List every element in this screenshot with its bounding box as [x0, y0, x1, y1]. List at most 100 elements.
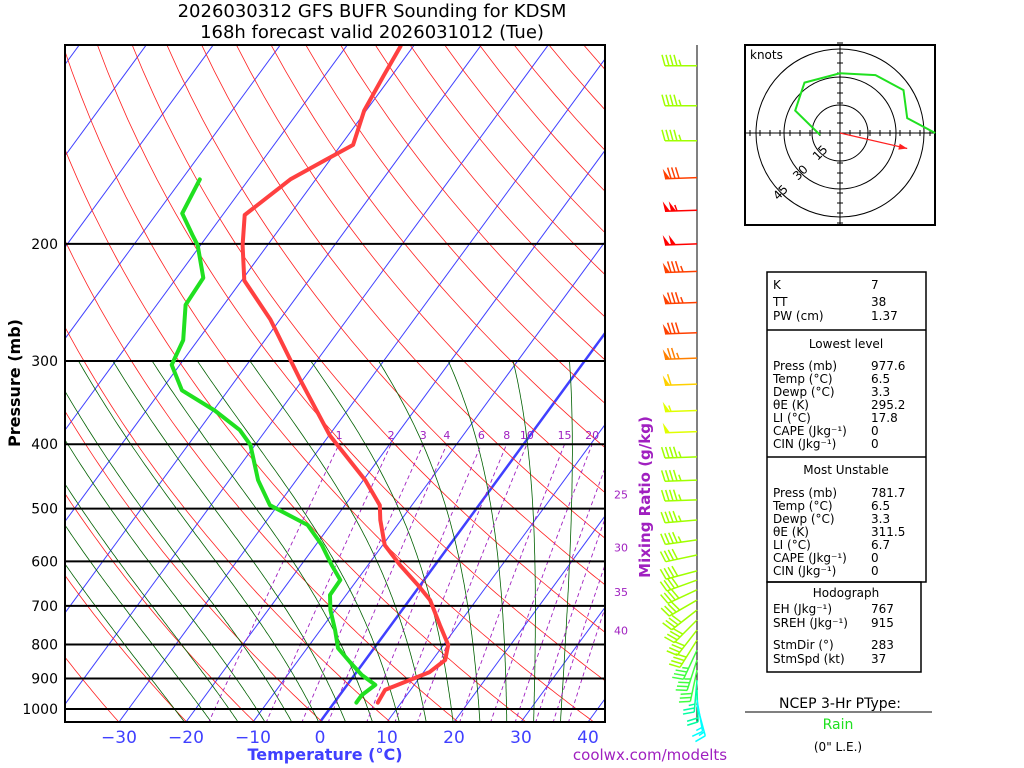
moist-adiabat — [65, 483, 239, 722]
mixing-ratio-line — [490, 444, 593, 722]
moist-adiabat — [310, 360, 454, 722]
pressure-tick-label: 600 — [31, 554, 58, 570]
temperature-tick-label: −10 — [235, 728, 271, 748]
wind-barb-full — [680, 692, 693, 695]
wind-barb-full — [672, 469, 678, 482]
wind-barb-full — [668, 663, 681, 668]
dry-adiabat — [131, 45, 605, 633]
dry-adiabat — [97, 45, 605, 682]
hodograph-stats-title: Hodograph — [813, 586, 879, 600]
wind-barb-full — [686, 717, 699, 722]
precipitable-water-label: PW (cm) — [773, 309, 824, 323]
wind-barb — [682, 680, 698, 715]
isotherm — [185, 149, 605, 722]
dry-adiabat — [65, 574, 188, 722]
wind-barb-full — [664, 489, 670, 502]
wind-barb-full — [671, 601, 681, 611]
most-unstable-row-value: 6.7 — [871, 538, 890, 552]
moist-adiabat — [65, 563, 185, 722]
dry-adiabat — [340, 45, 605, 361]
footer-url[interactable]: coolwx.com/modelts — [573, 746, 727, 764]
wind-barb-half — [677, 536, 682, 543]
wind-barb-full — [668, 511, 674, 523]
wind-barb-full — [666, 373, 672, 386]
isotherm — [386, 423, 605, 722]
wind-barb — [675, 659, 698, 692]
temperature-tick-label: 10 — [376, 728, 398, 748]
dewpoint-trace — [169, 177, 378, 705]
wind-barb — [660, 446, 698, 459]
wind-barb-flag — [662, 201, 670, 212]
ptype-amount: (0" L.E.) — [814, 740, 862, 754]
temperature-tick-label: −30 — [101, 728, 137, 748]
wind-barb-full — [661, 94, 666, 106]
wind-barb — [662, 167, 698, 180]
wind-barb-full — [659, 551, 667, 563]
hodograph-ring — [783, 76, 897, 190]
wind-barb-staff — [686, 659, 698, 691]
moist-adiabat — [65, 390, 293, 722]
most-unstable-row-label: Press (mb) — [773, 486, 837, 500]
wind-barb-half — [678, 451, 682, 458]
background-lines — [65, 45, 605, 722]
wind-barb-full — [670, 292, 676, 304]
wind-barb-full — [668, 469, 674, 482]
mixing-ratio-tick-label: 3 — [420, 429, 427, 442]
wind-barb-full — [673, 656, 685, 662]
plot-frame — [64, 44, 606, 723]
dry-adiabat — [201, 45, 605, 539]
wind-barb-full — [678, 700, 691, 703]
mixing-ratio-tick-label: 8 — [503, 429, 510, 442]
wind-barb-half — [678, 474, 682, 481]
moist-adiabat — [447, 360, 508, 722]
k-index-label: K — [773, 278, 782, 292]
mixing-ratio-tick-label: 35 — [614, 586, 628, 599]
wind-barb-full — [660, 533, 667, 545]
total-totals-value: 38 — [871, 295, 886, 309]
lowest-level-row-value: 0 — [871, 437, 879, 451]
wind-barb-staff — [689, 669, 698, 702]
isotherm — [520, 606, 605, 722]
mixing-ratio-tick-label: 10 — [520, 429, 534, 442]
wind-barb-full — [675, 653, 687, 658]
mixing-ratio-line — [327, 444, 448, 722]
isotherm — [65, 45, 214, 249]
wind-barb-full — [668, 617, 679, 626]
hodograph-stats-row-value: 37 — [871, 652, 886, 666]
wind-barb-full — [672, 446, 678, 458]
wind-barb-full — [661, 129, 666, 141]
wind-barb-staff — [679, 639, 698, 668]
wind-barb-flag — [662, 422, 670, 433]
hodograph-stats-row-label: EH (Jkg⁻¹) — [773, 602, 832, 616]
wind-barb-flag — [662, 375, 670, 386]
pressure-tick-label: 900 — [31, 672, 58, 688]
pressure-tick-label: 1000 — [22, 702, 58, 718]
wind-barb-full — [675, 669, 687, 673]
wind-barb-full — [664, 533, 670, 545]
most-unstable-row-label: LI (°C) — [773, 538, 811, 552]
wind-barb — [662, 322, 698, 335]
lowest-level-row-value: 3.3 — [871, 385, 890, 399]
stats-panel: K 7 TT 38 PW (cm) 1.37 Lowest level Press (mb) 9… — [766, 271, 927, 673]
wind-barb-full — [672, 510, 678, 523]
wind-barb-full — [673, 672, 686, 677]
temperature-tick-label: 20 — [443, 728, 465, 748]
wind-barb-half — [680, 296, 684, 304]
wind-barb-full — [691, 730, 703, 737]
wind-barb — [662, 401, 698, 413]
mixing-ratio-tick-label: 2 — [388, 429, 395, 442]
mixing-ratio-tick-label: 4 — [443, 429, 450, 442]
pressure-tick-label: 700 — [31, 599, 58, 615]
wind-barb — [662, 609, 698, 631]
wind-barb-staff — [673, 619, 698, 644]
lowest-level-row-value: 6.5 — [871, 372, 890, 386]
moist-adiabat — [249, 360, 427, 722]
hodograph-trace — [794, 72, 936, 136]
ptype-title: NCEP 3-Hr PType: — [779, 696, 901, 712]
dry-adiabat — [166, 45, 605, 586]
wind-barb-half — [695, 726, 703, 732]
dry-adiabat — [65, 493, 256, 722]
wind-barb-half — [682, 666, 689, 670]
wind-barb-staff — [664, 243, 698, 246]
wind-barb — [662, 373, 698, 387]
